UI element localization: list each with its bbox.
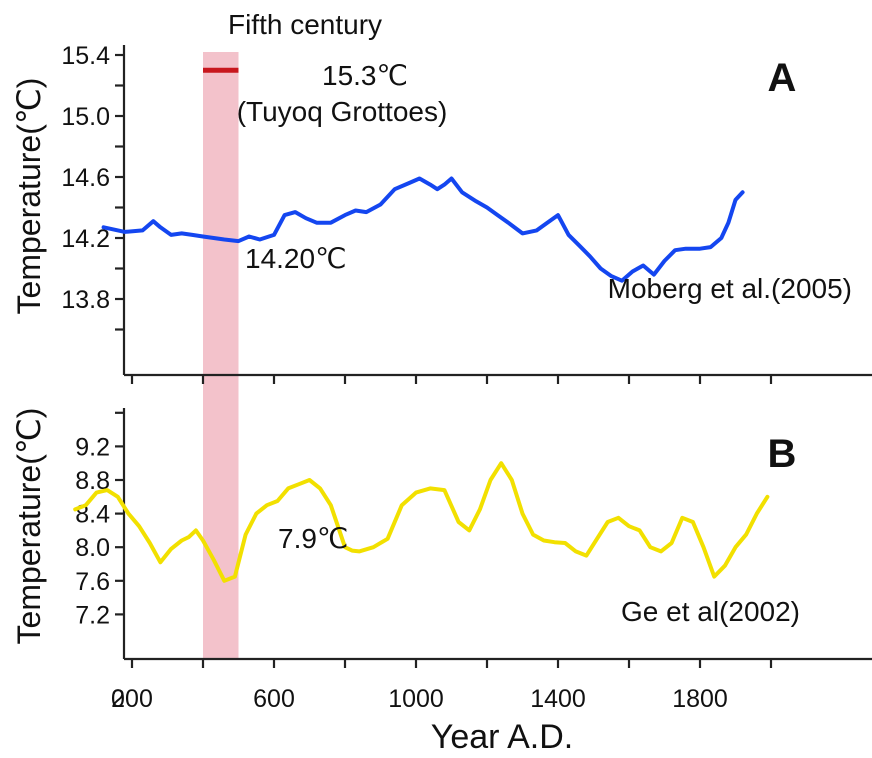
panel-a-y-tick-label: 14.6 [61,164,110,192]
panel-a-letter: A [768,56,797,100]
x-axis-title: Year A.D. [431,718,573,756]
panel-b-series-line [73,461,770,583]
panel-a-y-tick-label: 15.4 [61,42,110,70]
x-tick-label: 1000 [388,685,444,713]
panel-a-y-tick-label: 14.2 [61,225,110,253]
panel-a-series-line [101,176,745,283]
panel-a-y-tick-label: 15.0 [61,103,110,131]
panel-b-y-tick-label: 8.0 [75,534,110,562]
fifth-century-band [203,52,239,659]
panel-b-y-tick-label: 7.2 [75,601,110,629]
x-tick-label: 0 [111,685,125,713]
panel-b-source-label: Ge et al(2002) [621,596,800,627]
panel-a-y-tick-label: 13.8 [61,286,110,314]
panel-b-y-tick-label: 9.2 [75,433,110,461]
panel-b-letter: B [768,432,797,476]
panel-a-source-label: Moberg et al.(2005) [608,273,852,304]
panel-a-mean-label: 14.20℃ [245,243,347,274]
x-tick-label: 600 [253,685,295,713]
band-label: Fifth century [228,9,382,40]
panel-b-y-tick-label: 8.4 [75,501,110,529]
panel-b-y-axis-title: Temperature(℃) [11,408,47,645]
panel-a-y-axis-title: Temperature(℃) [11,78,47,315]
marker-site-label: (Tuyoq Grottoes) [237,96,448,127]
panel-b-mean-label: 7.9℃ [278,523,348,554]
x-tick-label: 1400 [530,685,586,713]
axes-group [122,45,872,661]
series-lines [73,176,770,583]
x-tick-label: 200 [111,685,153,713]
panel-b-y-tick-label: 7.6 [75,568,110,596]
ticks-group: 13.814.214.615.015.47.27.68.08.48.89.202… [61,42,773,713]
marker-value-label: 15.3℃ [322,60,408,91]
x-tick-label: 1800 [672,685,728,713]
